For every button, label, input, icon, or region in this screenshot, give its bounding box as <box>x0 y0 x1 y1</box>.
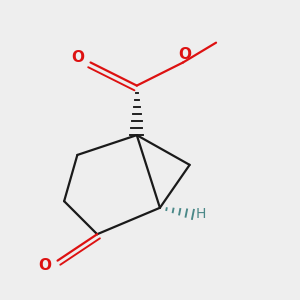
Text: O: O <box>71 50 84 65</box>
Text: H: H <box>196 207 206 221</box>
Text: O: O <box>178 47 191 62</box>
Text: O: O <box>38 258 51 273</box>
